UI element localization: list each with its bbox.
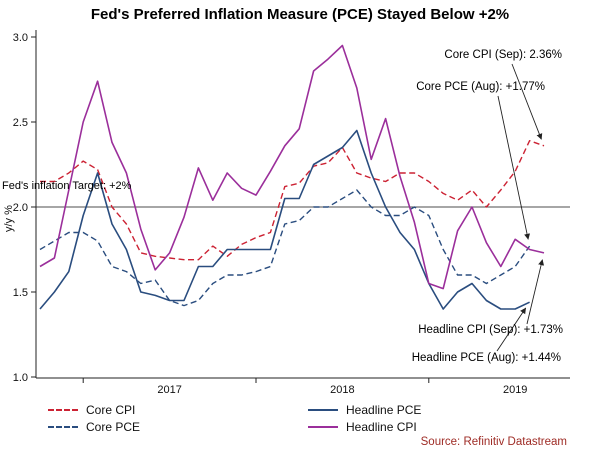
y-tick-label: 2.5 [13, 117, 28, 129]
annotation-core-cpi: Core CPI (Sep): 2.36% [444, 49, 562, 61]
legend-label-core-cpi: Core CPI [86, 403, 136, 417]
leader-line-headline-pce [496, 307, 527, 352]
legend-label-headline-pce: Headline PCE [346, 403, 422, 417]
x-tick-label: 2019 [503, 384, 527, 396]
chart-title: Fed's Preferred Inflation Measure (PCE) … [90, 6, 510, 23]
legend-label-headline-cpi: Headline CPI [346, 420, 417, 434]
line-headline-cpi [39, 44, 545, 290]
legend-item-core-cpi: Core CPI [48, 403, 135, 417]
y-tick-label: 1.0 [13, 372, 28, 384]
x-tick-label: 2017 [157, 384, 181, 396]
line-core-pce [39, 189, 531, 307]
legend-line-core-cpi [48, 409, 78, 411]
legend-line-headline-pce [308, 409, 338, 411]
y-tick-label: 2.0 [13, 202, 28, 214]
annotation-headline-cpi: Headline CPI (Sep): +1.73% [418, 324, 563, 336]
x-tick-label: 2018 [330, 384, 354, 396]
line-headline-pce [39, 129, 530, 310]
source-credit: Source: Refinitiv Datastream [420, 436, 567, 448]
y-tick-label: 1.5 [13, 287, 28, 299]
annotation-core-pce: Core PCE (Aug): +1.77% [416, 81, 545, 93]
annotation-headline-pce: Headline PCE (Aug): +1.44% [411, 352, 561, 364]
y-tick-label: 3.0 [13, 32, 28, 44]
line-core-cpi [40, 139, 545, 261]
target-line-label: Fed's inflation Target: +2% [2, 180, 132, 192]
leader-line-core-cpi [511, 63, 543, 140]
leader-line-headline-cpi [526, 259, 545, 325]
legend-item-headline-cpi: Headline CPI [308, 420, 417, 434]
legend-item-core-pce: Core PCE [48, 420, 140, 434]
legend-line-headline-cpi [308, 426, 338, 428]
legend-line-core-pce [48, 426, 78, 428]
legend-item-headline-pce: Headline PCE [308, 403, 421, 417]
leader-line-core-pce [497, 95, 531, 240]
legend-label-core-pce: Core PCE [86, 420, 141, 434]
